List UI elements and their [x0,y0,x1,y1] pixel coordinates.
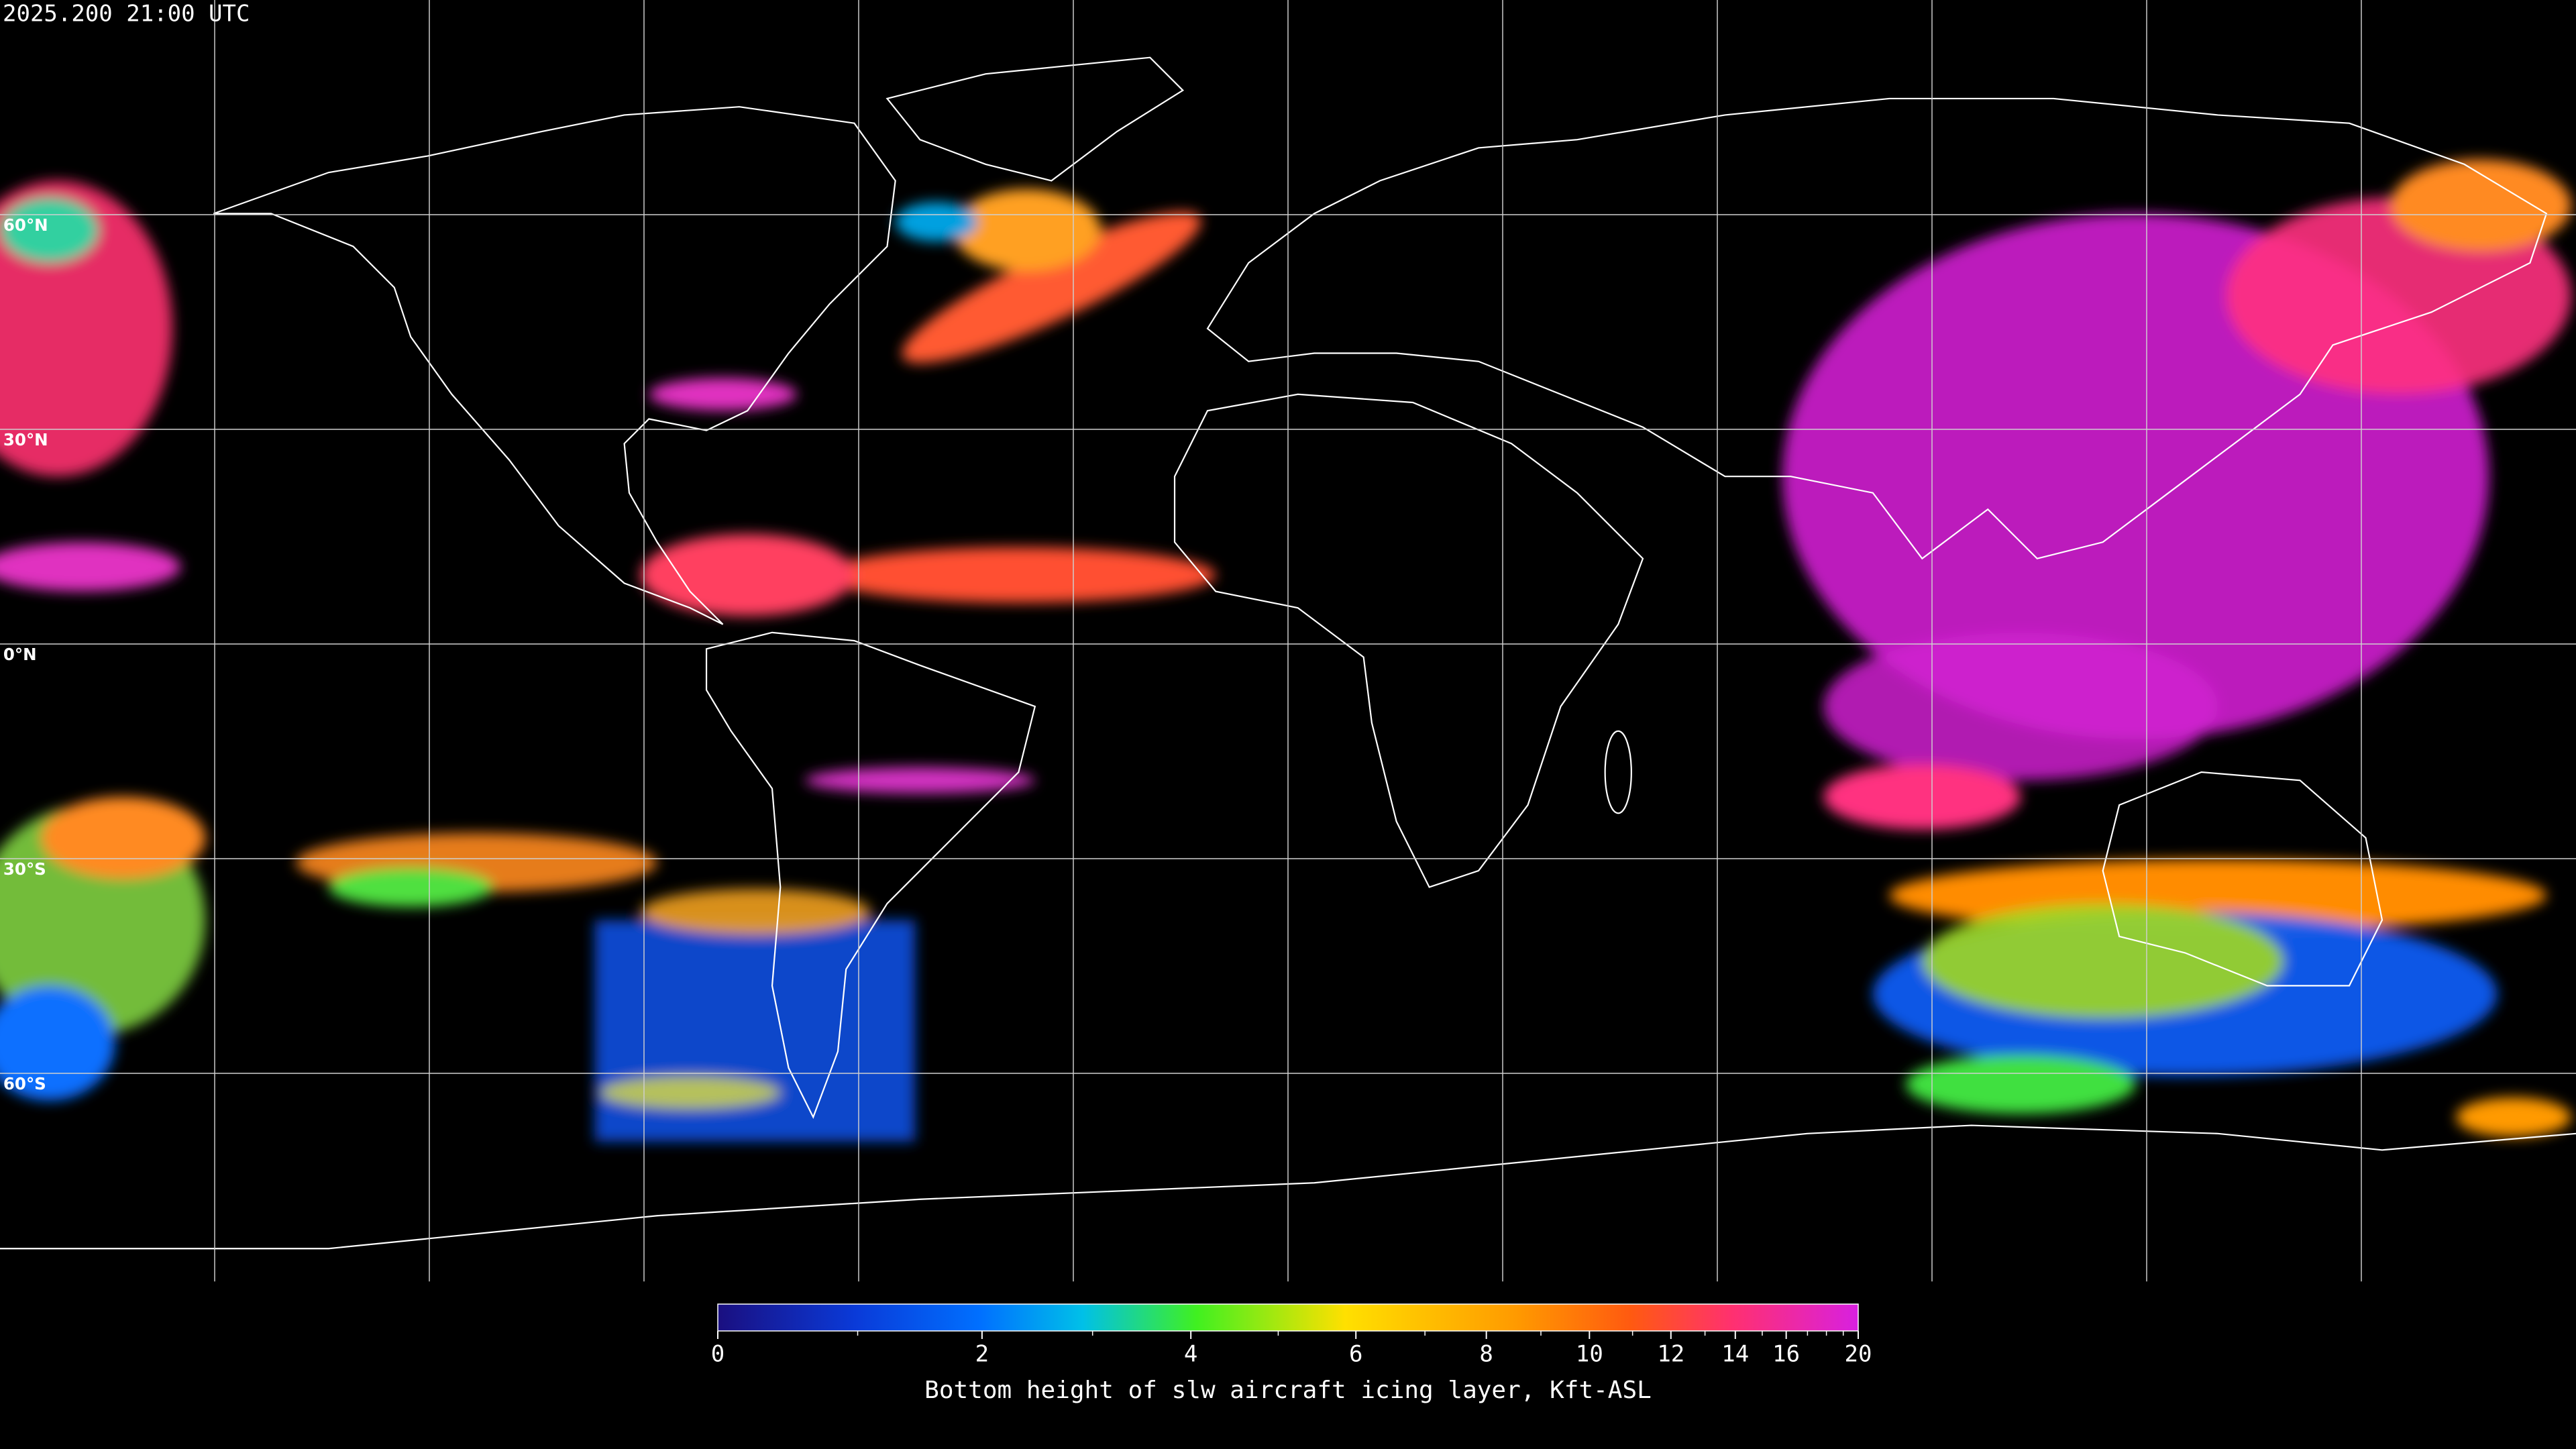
icing-area [2456,1097,2571,1137]
icing-area [0,985,115,1101]
colorbar-tick-label: 8 [1479,1341,1493,1368]
colorbar-ticks: 0 2 4 6 8 10 12 14 16 20 [711,1331,1872,1368]
icing-area [902,211,1201,364]
icing-area [895,202,978,241]
colorbar-tick-label: 14 [1721,1341,1749,1368]
colorbar [717,1303,1859,1332]
colorbar-tick-label: 20 [1845,1341,1872,1368]
icing-area [1922,903,2284,1019]
colorbar-label: Bottom height of slw aircraft icing laye… [924,1377,1652,1404]
north-america [213,106,896,625]
icing-area [1905,1055,2136,1114]
coastlines [0,56,2576,1250]
lat-label: 30°N [3,430,48,449]
lat-label: 0°N [3,645,37,664]
colorbar-tick-label: 2 [975,1341,989,1368]
icing-area [953,189,1101,272]
icing-area [641,888,871,935]
icing-field [0,159,2571,1142]
australia [2102,771,2383,987]
icing-area [328,867,493,907]
map: 60°N 30°N 0°N 30°S 60°S [0,0,2576,1282]
icing-area [41,796,206,879]
lat-label: 60°S [3,1074,46,1093]
lat-label: 30°S [3,859,46,879]
icing-area [1823,763,2021,830]
antarctica [0,1124,2576,1250]
colorbar-tick-label: 6 [1349,1341,1362,1368]
eurasia [1206,97,2548,560]
icing-area [0,197,99,263]
icing-area [821,547,1216,603]
lat-labels: 60°N 30°N 0°N 30°S 60°S [3,215,48,1093]
lat-label: 60°N [3,215,48,235]
south-america [705,631,1036,1120]
colorbar-tick-label: 16 [1772,1341,1800,1368]
icing-area [0,542,181,592]
colorbar-tick-label: 0 [711,1341,724,1368]
colorbar-tick-label: 10 [1576,1341,1603,1368]
graticule [0,0,2576,1282]
timestamp: 2025.200 21:00 UTC [3,1,250,28]
colorbar-tick-label: 4 [1184,1341,1197,1368]
colorbar-tick-label: 12 [1657,1341,1684,1368]
icing-area [1823,632,2218,781]
icing-area [649,378,797,411]
icing-area [2390,159,2571,252]
icing-area [641,533,855,616]
greenland [885,56,1185,182]
icing-area [599,1076,781,1110]
icing-area [805,767,1035,794]
icing-area [594,920,916,1142]
madagascar [1604,730,1632,814]
africa [1173,393,1644,888]
